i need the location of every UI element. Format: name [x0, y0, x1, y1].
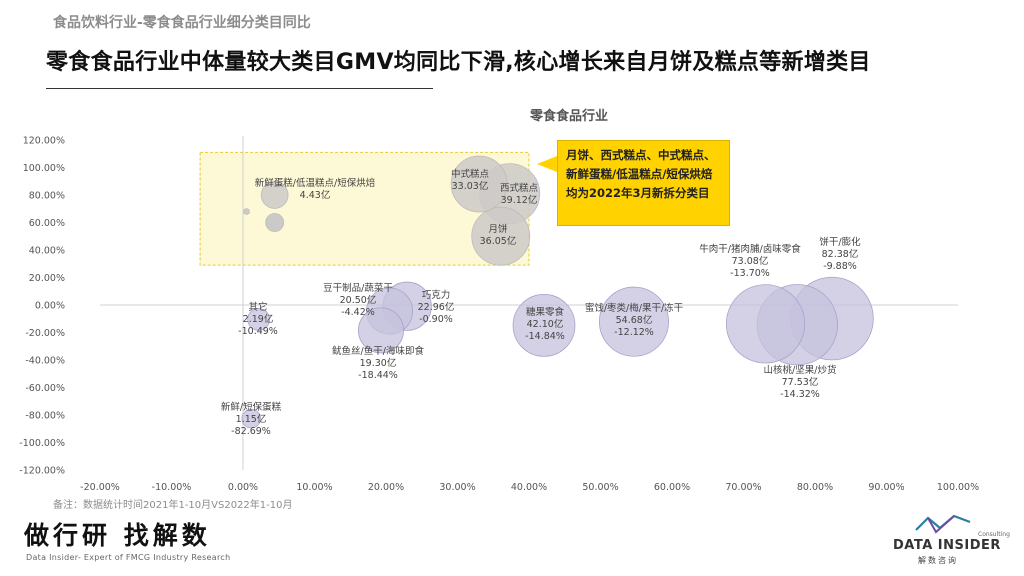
point-gmv-label: 20.50亿 — [340, 294, 377, 306]
x-tick-label: 10.00% — [296, 482, 332, 493]
bubble-point — [598, 286, 669, 357]
point-gmv-label: 19.30亿 — [360, 357, 397, 369]
y-tick-label: -80.00% — [25, 411, 65, 422]
point-growth-label: -18.44% — [358, 370, 398, 381]
x-tick-label: -20.00% — [80, 482, 120, 493]
bubble-point — [243, 208, 250, 215]
point-gmv-label: 82.38亿 — [822, 248, 859, 260]
logo-name: DATA INSIDER — [893, 538, 1001, 553]
point-gmv-label: 42.10亿 — [527, 318, 564, 330]
point-growth-label: -4.42% — [341, 307, 375, 318]
point-name-label: 其它 — [248, 301, 267, 313]
point-gmv-label: 1.15亿 — [236, 413, 267, 425]
bubble-point — [725, 284, 806, 364]
point-name-label: 月饼 — [488, 223, 508, 235]
point-gmv-label: 36.05亿 — [480, 235, 517, 247]
callout-box: 月饼、西式糕点、中式糕点、新鲜蛋糕/低温糕点/短保烘焙均为2022年3月新拆分类… — [557, 140, 730, 226]
x-tick-label: 60.00% — [654, 482, 690, 493]
logo-cn: 解数咨询 — [918, 556, 958, 565]
point-name-label: 巧克力 — [422, 289, 451, 301]
point-gmv-label: 2.19亿 — [243, 313, 274, 325]
point-gmv-label: 22.96亿 — [418, 301, 455, 313]
point-growth-label: -12.12% — [614, 327, 654, 338]
logo-mark-icon — [915, 514, 971, 534]
point-name-label: 中式糕点 — [451, 168, 490, 180]
x-tick-label: -10.00% — [152, 482, 192, 493]
brand-tagline: Data Insider- Expert of FMCG Industry Re… — [26, 553, 231, 562]
point-growth-label: -0.90% — [419, 314, 453, 325]
y-tick-label: 120.00% — [23, 136, 65, 147]
point-name-label: 鱿鱼丝/鱼干/海味即食 — [332, 345, 424, 357]
y-tick-label: 100.00% — [23, 163, 65, 174]
point-name-label: 豆干制品/蔬菜干 — [323, 282, 393, 294]
point-gmv-label: 33.03亿 — [452, 180, 489, 192]
bubble-point — [260, 181, 289, 209]
y-tick-label: 20.00% — [29, 273, 65, 284]
bubble-point — [512, 294, 576, 357]
data-insider-logo: Consulting DATA INSIDER 解数咨询 — [880, 510, 1010, 570]
y-tick-label: -40.00% — [25, 356, 65, 367]
point-growth-label: -10.49% — [238, 326, 278, 337]
y-tick-label: -120.00% — [19, 466, 65, 477]
chart-title: 零食食品行业 — [529, 108, 608, 124]
point-gmv-label: 73.08亿 — [732, 255, 769, 267]
point-name-label: 饼干/膨化 — [819, 236, 861, 248]
point-gmv-label: 39.12亿 — [501, 194, 538, 206]
bubble-point — [471, 206, 531, 266]
bubble-point — [450, 155, 508, 213]
y-tick-label: 60.00% — [29, 218, 65, 229]
point-gmv-label: 4.43亿 — [300, 189, 331, 201]
y-tick-label: 80.00% — [29, 191, 65, 202]
y-tick-label: -60.00% — [25, 383, 65, 394]
point-growth-label: -13.70% — [730, 268, 770, 279]
x-tick-label: 70.00% — [725, 482, 761, 493]
headline-divider — [46, 88, 433, 89]
bubble-point — [241, 409, 261, 429]
x-tick-label: 40.00% — [511, 482, 547, 493]
x-tick-label: 50.00% — [582, 482, 618, 493]
point-growth-label: -14.32% — [780, 389, 820, 400]
point-gmv-label: 77.53亿 — [782, 376, 819, 388]
logo-consulting: Consulting — [978, 531, 1010, 538]
data-note: 备注：数据统计时间2021年1-10月VS2022年1-10月 — [53, 500, 293, 511]
point-growth-label: -14.84% — [525, 331, 565, 342]
point-name-label: 糖果零食 — [526, 306, 565, 318]
point-name-label: 牛肉干/猪肉脯/卤味零食 — [699, 243, 801, 255]
x-tick-label: 90.00% — [868, 482, 904, 493]
x-tick-label: 0.00% — [228, 482, 258, 493]
y-tick-label: -20.00% — [25, 328, 65, 339]
bubble-point — [247, 308, 270, 331]
x-tick-label: 20.00% — [368, 482, 404, 493]
point-name-label: 新鲜/短保蛋糕 — [221, 401, 282, 413]
bubble-point — [265, 213, 285, 232]
x-tick-label: 30.00% — [439, 482, 475, 493]
callout-arrow — [537, 156, 557, 172]
page-headline: 零食食品行业中体量较大类目GMV均同比下滑,核心增长来自月饼及糕点等新增类目 — [46, 50, 871, 75]
point-growth-label: -82.69% — [231, 426, 271, 437]
y-tick-label: 40.00% — [29, 246, 65, 257]
bubble-point — [358, 307, 404, 354]
y-tick-label: -100.00% — [19, 438, 65, 449]
x-tick-label: 100.00% — [937, 482, 979, 493]
point-name-label: 新鲜蛋糕/低温糕点/短保烘焙 — [255, 177, 376, 189]
x-tick-label: 80.00% — [797, 482, 833, 493]
brand-slogan: 做行研 找解数 — [24, 521, 211, 550]
y-tick-label: 0.00% — [35, 301, 65, 312]
point-gmv-label: 54.68亿 — [616, 314, 653, 326]
point-name-label: 山核桃/坚果/炒货 — [764, 364, 837, 376]
bubble-chart: 零食食品行业 -120.00% -100.00% -80.00% -60.00% -40.… — [19, 108, 979, 493]
point-name-label: 西式糕点 — [500, 182, 539, 194]
point-name-label: 蜜饯/枣类/梅/果干/冻干 — [585, 302, 683, 314]
section-subtitle: 食品饮料行业-零食食品行业细分类目同比 — [53, 15, 311, 31]
point-growth-label: -9.88% — [823, 261, 857, 272]
